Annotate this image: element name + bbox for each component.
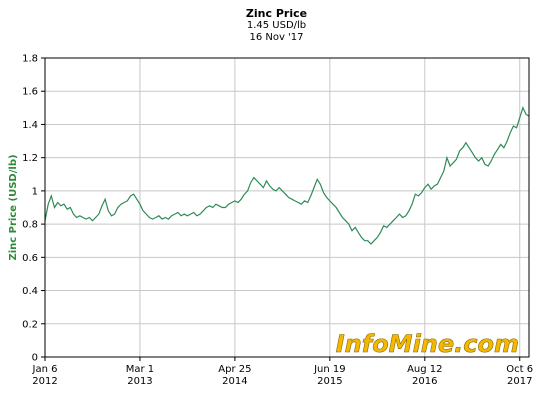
y-tick-label: 0.2 bbox=[22, 319, 38, 330]
y-tick-label: 0 bbox=[32, 353, 38, 364]
price-line bbox=[44, 106, 530, 245]
chart-subtitle-date: 16 Nov '17 bbox=[249, 32, 304, 43]
x-tick-label-date: Jan 6 bbox=[32, 364, 58, 375]
x-tick-label-year: 2016 bbox=[412, 376, 437, 387]
y-tick-label: 0.8 bbox=[22, 220, 38, 231]
y-axis-ticks: 0 0.2 0.4 0.6 0.8 1 1.2 1.4 1.6 1.8 bbox=[22, 54, 45, 364]
x-tick-label-year: 2012 bbox=[32, 376, 57, 387]
x-tick-label-year: 2017 bbox=[507, 376, 532, 387]
y-tick-label: 1.4 bbox=[22, 120, 38, 131]
x-tick-label-year: 2013 bbox=[127, 376, 152, 387]
chart-subtitle-price: 1.45 USD/lb bbox=[246, 20, 307, 31]
x-tick-label-date: Oct 6 bbox=[506, 364, 533, 375]
y-tick-label: 1.2 bbox=[22, 153, 38, 164]
x-tick-label-date: Jun 19 bbox=[313, 364, 346, 375]
y-tick-label: 0.4 bbox=[22, 286, 38, 297]
x-tick-label-date: Mar 1 bbox=[126, 364, 154, 375]
chart-title-block: Zinc Price 1.45 USD/lb 16 Nov '17 bbox=[0, 8, 553, 44]
y-tick-label: 1.6 bbox=[22, 87, 38, 98]
chart-title: Zinc Price bbox=[245, 7, 308, 20]
plot-frame bbox=[44, 57, 530, 358]
y-tick-label: 1.8 bbox=[22, 54, 38, 65]
y-tick-label: 1 bbox=[32, 186, 38, 197]
infomine-watermark: InfoMine.com bbox=[336, 330, 519, 358]
x-tick-label-year: 2014 bbox=[222, 376, 247, 387]
x-tick-label-year: 2015 bbox=[317, 376, 342, 387]
x-tick-label-date: Apr 25 bbox=[218, 364, 251, 375]
y-tick-label: 0.6 bbox=[22, 253, 38, 264]
y-axis-label: Zinc Price (USD/lb) bbox=[8, 154, 19, 260]
x-tick-label-date: Aug 12 bbox=[407, 364, 442, 375]
